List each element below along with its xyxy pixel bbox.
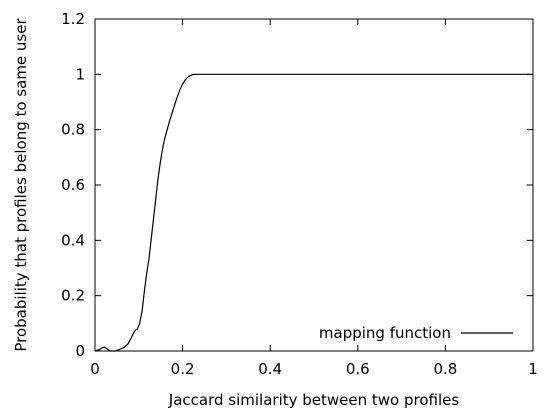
x-tick-label: 1 [528, 360, 538, 378]
y-tick-label: 1 [75, 65, 85, 83]
y-tick-label: 0 [75, 342, 85, 360]
y-axis-label: Probability that profiles belong to same… [12, 18, 30, 352]
x-tick-label: 0.6 [346, 360, 370, 378]
x-axis-label: Jaccard similarity between two profiles [168, 391, 460, 409]
plot-frame [94, 18, 534, 352]
x-tick-label: 0.2 [171, 360, 195, 378]
legend: mapping function [319, 324, 513, 342]
tick-marks [94, 18, 534, 352]
x-tick-label: 0 [90, 360, 100, 378]
y-tick-label: 0.6 [61, 176, 85, 194]
y-tick-label: 0.2 [61, 287, 85, 305]
y-tick-label: 0.8 [61, 121, 85, 139]
legend-label: mapping function [319, 324, 451, 342]
y-tick-label: 0.4 [61, 231, 85, 249]
x-tick-label: 0.8 [433, 360, 457, 378]
x-tick-label: 0.4 [258, 360, 282, 378]
tick-labels: 0 0.2 0.4 0.6 0.8 1 0 0.2 0.4 0.6 0.8 1 1.2 [61, 10, 538, 378]
series-line-mapping-function [94, 73, 533, 352]
y-tick-label: 1.2 [61, 10, 85, 28]
